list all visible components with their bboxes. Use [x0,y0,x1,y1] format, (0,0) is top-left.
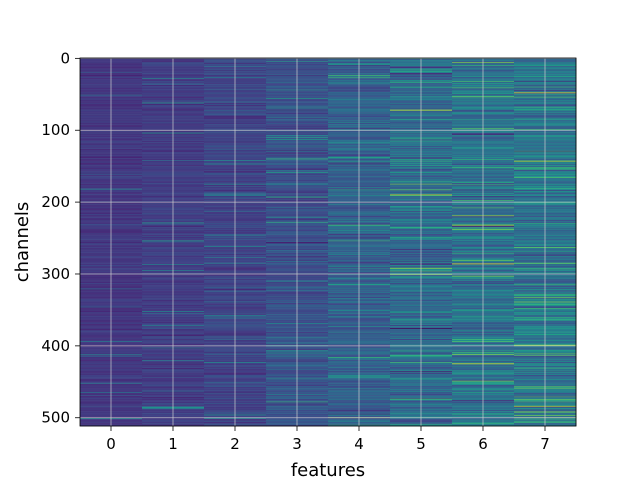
y-axis-ticks: 0 100 200 300 400 500 [41,49,80,427]
x-tick-label: 0 [106,435,116,453]
grid-lines [80,57,576,426]
heatmap-cells [80,58,577,427]
y-tick-label: 400 [41,337,70,355]
x-axis-ticks: 0 1 2 3 4 5 6 7 [106,426,550,453]
x-tick-label: 2 [230,435,240,453]
x-tick-label: 5 [416,435,426,453]
y-tick-label: 100 [41,121,70,139]
y-tick-label: 0 [60,49,70,67]
y-tick-label: 300 [41,265,70,283]
x-tick-label: 4 [354,435,364,453]
x-axis-label: features [291,460,365,480]
y-axis-label: channels [12,202,33,283]
y-tick-label: 200 [41,193,70,211]
x-tick-label: 7 [540,435,550,453]
y-tick-label: 500 [41,409,70,427]
x-tick-label: 1 [168,435,178,453]
plot-frame [79,57,577,427]
x-tick-label: 3 [292,435,302,453]
x-tick-label: 6 [478,435,488,453]
